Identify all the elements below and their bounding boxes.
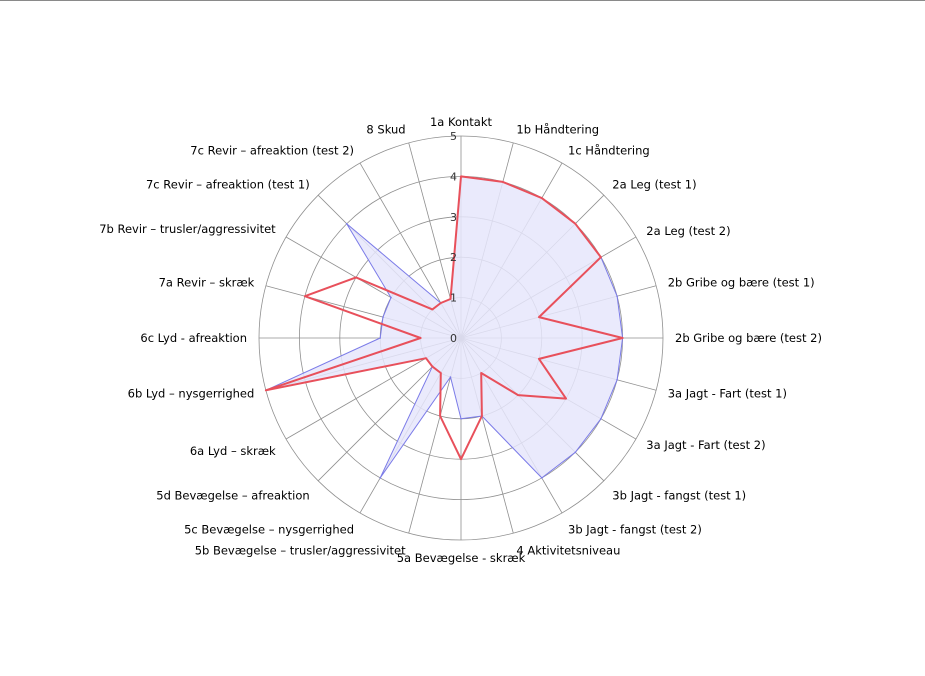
category-label-12: 4 Aktivitetsniveau <box>516 544 620 558</box>
category-label-20: 7a Revir – skræk <box>159 276 255 290</box>
series-1-point-21 <box>390 296 392 299</box>
category-label-6: 2b Gribe og bære (test 1) <box>668 276 815 290</box>
category-label-18: 6b Lyd – nysgerrighed <box>128 386 255 400</box>
series-1-point-14 <box>449 376 452 378</box>
series-2-point-19 <box>419 337 422 339</box>
radial-tick-3: 3 <box>450 211 457 224</box>
series-1-polygon <box>265 175 624 479</box>
category-label-15: 5c Bevægelse – nysgerrighed <box>184 522 354 536</box>
series-2-point-16 <box>431 365 434 368</box>
category-label-19: 6c Lyd - afreaktion <box>140 331 247 345</box>
series-2-point-20 <box>304 295 306 298</box>
radial-tick-labels: 0 1 2 3 4 5 <box>450 130 457 345</box>
category-label-14: 5b Bevægelse – trusler/aggressivitet <box>195 544 406 558</box>
series-2-point-12 <box>481 415 483 417</box>
series-2-point-9 <box>565 397 567 400</box>
radial-tick-1: 1 <box>450 292 457 305</box>
category-label-1: 1a Kontakt <box>430 115 493 129</box>
series-1-point-11 <box>541 477 543 479</box>
series-2-point-13 <box>460 458 462 461</box>
series-2-point-8 <box>538 358 540 360</box>
series-2-point-15 <box>440 372 442 374</box>
radial-tick-2: 2 <box>450 251 457 264</box>
series-2-point-6 <box>538 316 540 318</box>
category-label-9: 3a Jagt - Fart (test 2) <box>646 438 765 452</box>
category-label-3: 1c Håndtering <box>568 144 650 158</box>
series-1-point-9 <box>600 418 602 420</box>
series-2-point-1 <box>460 175 462 178</box>
series-2-point-4 <box>574 222 577 225</box>
category-label-13: 5a Bevægelse - skræk <box>397 551 526 565</box>
series-2-point-5 <box>600 256 602 259</box>
series-2-point-11 <box>480 372 483 374</box>
series-2-point-14 <box>439 415 441 417</box>
category-label-8: 3a Jagt - Fart (test 1) <box>668 386 787 400</box>
top-border-line <box>0 0 925 1</box>
radial-tick-5: 5 <box>450 130 457 143</box>
series-2-point-10 <box>517 394 519 396</box>
category-label-5: 2a Leg (test 2) <box>646 224 730 238</box>
series-2-point-23 <box>440 302 442 304</box>
series-1-point-22 <box>345 222 348 225</box>
series-1-point-6 <box>616 295 618 298</box>
category-label-17: 6a Lyd – skræk <box>190 444 276 458</box>
category-label-16: 5d Bevægelse – afreaktion <box>156 488 309 502</box>
series-2-point-3 <box>541 197 543 199</box>
category-label-4: 2a Leg (test 1) <box>612 178 696 192</box>
category-label-24: 8 Skud <box>366 122 405 136</box>
series-1-point-13 <box>460 418 462 420</box>
series-2-point-2 <box>502 181 504 183</box>
radial-tick-0: 0 <box>450 332 457 345</box>
radial-tick-4: 4 <box>450 170 457 183</box>
category-labels: 1a Kontakt 1b Håndtering 1c Håndtering 2a L… <box>99 115 822 565</box>
radar-series <box>264 175 624 479</box>
category-label-21: 7b Revir – trusler/aggressivitet <box>99 222 276 236</box>
series-1-point-10 <box>574 451 577 454</box>
series-2-point-7 <box>621 337 624 339</box>
series-1-point-15 <box>379 477 382 479</box>
category-label-23: 7c Revir – afreaktion (test 2) <box>190 144 354 158</box>
series-2-point-22 <box>431 308 434 311</box>
category-label-22: 7c Revir – afreaktion (test 1) <box>146 178 310 192</box>
series-2-point-21 <box>355 276 357 279</box>
series-1-point-19 <box>379 337 382 339</box>
series-2-point-24 <box>449 298 452 300</box>
category-label-11: 3b Jagt - fangst (test 2) <box>568 522 702 536</box>
series-1-point-20 <box>382 316 384 318</box>
series-1-point-8 <box>616 379 618 381</box>
series-2-point-18 <box>265 389 267 392</box>
series-2-point-17 <box>425 357 427 360</box>
category-label-7: 2b Gribe og bære (test 2) <box>675 331 822 345</box>
category-label-2: 1b Håndtering <box>516 122 599 136</box>
category-label-10: 3b Jagt - fangst (test 1) <box>612 488 746 502</box>
